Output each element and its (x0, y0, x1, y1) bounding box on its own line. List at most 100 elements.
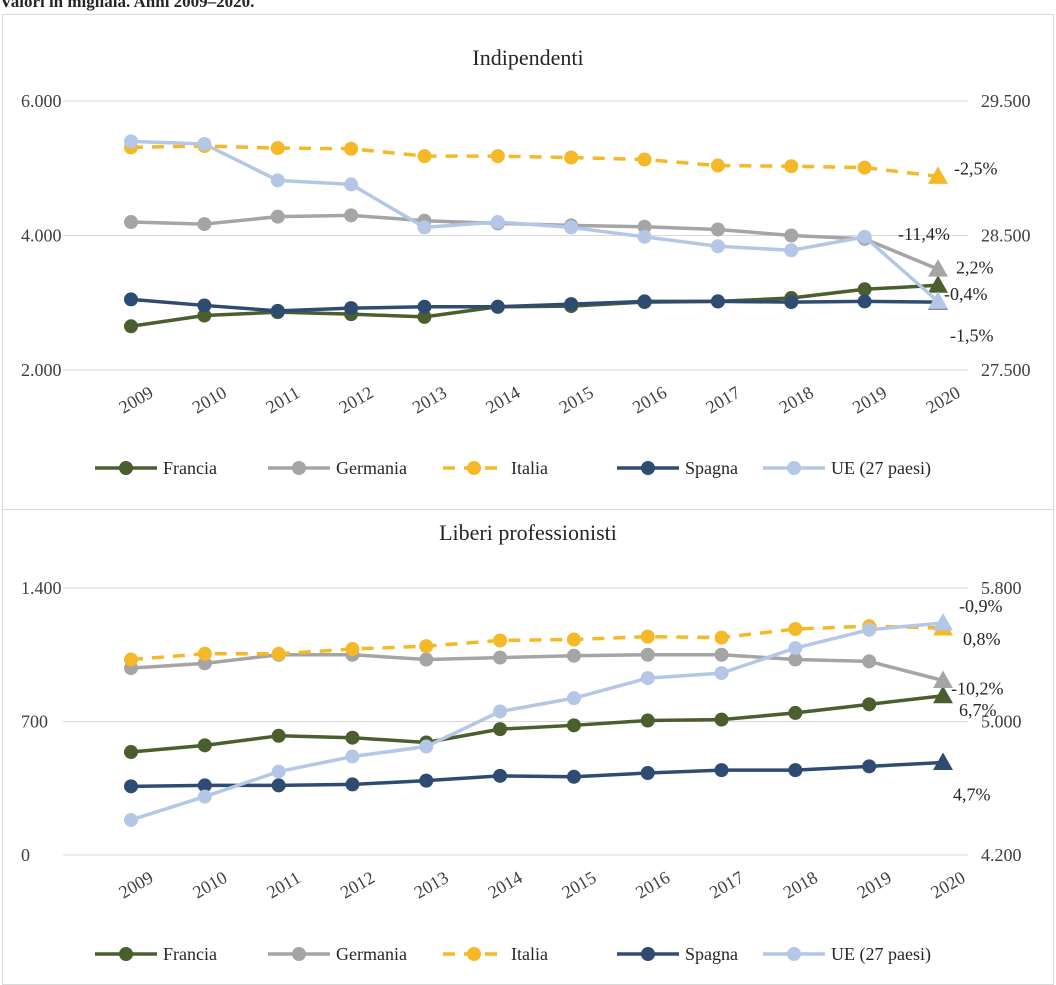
data-point (711, 239, 725, 253)
legend-label-ue-27-paesi: UE (27 paesi) (831, 458, 931, 479)
legend-label-italia: Italia (511, 458, 548, 478)
legend-swatch-marker (641, 947, 655, 961)
data-point-end-triangle (933, 686, 953, 704)
end-label-germania: -11,4% (898, 224, 950, 244)
y-left-tick-label: 6.000 (21, 91, 62, 111)
end-label-spagna: 4,7% (953, 785, 991, 805)
x-tick-label: 2019 (849, 382, 890, 417)
legend-swatch-marker (467, 461, 481, 475)
data-point (862, 759, 876, 773)
x-tick-label: 2013 (411, 867, 452, 902)
legend-label-spagna: Spagna (685, 458, 738, 478)
y-right-tick-label: 4.200 (981, 845, 1022, 865)
x-tick-label: 2011 (263, 867, 304, 902)
legend-label-francia: Francia (163, 458, 217, 478)
x-tick-label: 2010 (189, 867, 230, 902)
end-label-ue-27-paesi: -1,5% (950, 325, 994, 345)
series-line (131, 146, 938, 176)
end-label-francia: 6,7% (959, 700, 997, 720)
data-point (198, 790, 212, 804)
data-point (788, 622, 802, 636)
data-point (493, 722, 507, 736)
x-tick-label: 2012 (336, 382, 377, 417)
y-left-tick-label: 1.400 (21, 578, 62, 598)
x-tick-label: 2015 (558, 867, 599, 902)
y-right-tick-label: 29.500 (981, 91, 1031, 111)
x-tick-label: 2015 (556, 382, 597, 417)
legend-swatch-marker (292, 461, 306, 475)
data-point (564, 297, 578, 311)
data-point (638, 294, 652, 308)
data-point (567, 770, 581, 784)
series-germania (124, 648, 953, 688)
x-tick-label: 2019 (854, 867, 895, 902)
chart-title: Indipendenti (472, 45, 583, 70)
x-tick-label: 2011 (262, 382, 303, 417)
legend-swatch-marker (641, 461, 655, 475)
data-point (784, 243, 798, 257)
series-ue-27-paesi (124, 613, 953, 827)
chart-indipendenti: Indipendenti 2.000 4.000 6.000 27.500 28.500 2… (3, 15, 1053, 509)
data-point (715, 763, 729, 777)
data-point (641, 630, 655, 644)
data-point (715, 713, 729, 727)
data-point (124, 134, 138, 148)
data-point (197, 298, 211, 312)
end-label-italia: -0,9% (959, 596, 1003, 616)
data-point (124, 813, 138, 827)
series-line (131, 763, 943, 787)
x-tick-label: 2017 (706, 867, 747, 902)
data-point (862, 697, 876, 711)
data-point (419, 653, 433, 667)
legend-swatch-marker (119, 461, 133, 475)
series-line (131, 141, 938, 301)
data-point (491, 149, 505, 163)
data-point (272, 647, 286, 661)
legend: Francia Germania Italia Spagna UE (27 paesi) (95, 458, 931, 479)
x-tick-label: 2014 (482, 382, 523, 417)
y-right-tick-label: 28.500 (981, 226, 1031, 246)
data-point (564, 220, 578, 234)
x-tick-label: 2016 (629, 382, 670, 417)
data-point (197, 217, 211, 231)
data-point (784, 159, 798, 173)
series-ue-27-paesi (124, 134, 948, 309)
data-point (638, 230, 652, 244)
data-point (858, 282, 872, 296)
data-point (344, 177, 358, 191)
x-tick-label: 2013 (409, 382, 450, 417)
data-point (198, 647, 212, 661)
data-point (715, 631, 729, 645)
end-label-spagna: -0,4% (944, 284, 988, 304)
data-point (197, 137, 211, 151)
legend-swatch-marker (119, 947, 133, 961)
data-point (419, 639, 433, 653)
data-point (858, 294, 872, 308)
data-point (124, 653, 138, 667)
data-point (272, 765, 286, 779)
data-point (271, 173, 285, 187)
x-tick-label: 2010 (189, 382, 230, 417)
data-point (417, 300, 431, 314)
data-point (862, 623, 876, 637)
data-point (345, 750, 359, 764)
x-tick-label: 2012 (337, 867, 378, 902)
y-left-tick-label: 2.000 (21, 360, 62, 380)
chart-panel-liberi-professionisti: Liberi professionisti 0 700 1.400 4.200 5.000… (2, 509, 1054, 985)
series-line (131, 655, 943, 681)
y-right-tick-label: 5.800 (981, 578, 1022, 598)
data-point (493, 704, 507, 718)
end-label-italia: -2,5% (954, 158, 998, 178)
data-point (417, 220, 431, 234)
data-point (124, 745, 138, 759)
legend-label-ue-27-paesi: UE (27 paesi) (831, 944, 931, 965)
data-point (711, 222, 725, 236)
data-point (638, 153, 652, 167)
data-point (344, 142, 358, 156)
data-point (788, 641, 802, 655)
series-francia (124, 686, 953, 759)
y-left-tick-label: 4.000 (21, 226, 62, 246)
data-point (344, 301, 358, 315)
data-point (641, 714, 655, 728)
data-point (567, 649, 581, 663)
